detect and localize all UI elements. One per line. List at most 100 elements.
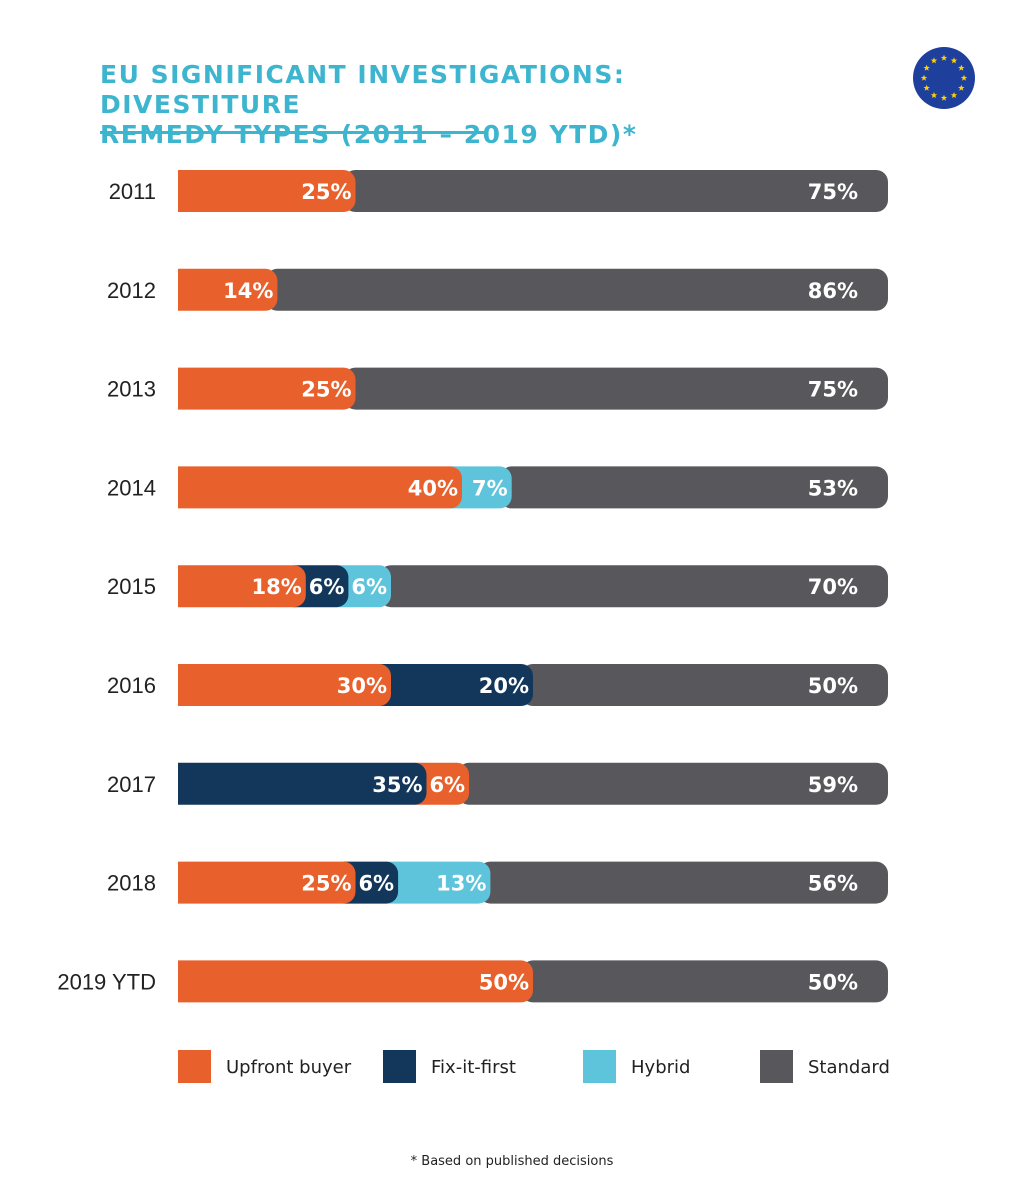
bar-segment-shape [178,762,427,805]
bar-segment-shape [343,861,399,904]
legend-swatch [178,1050,211,1083]
data-label-upfront-buyer: 50% [479,970,529,994]
legend-label: Upfront buyer [226,1057,352,1078]
data-label-fix-it-first: 20% [479,674,529,698]
stacked-bar-chart: 2011 25% 75% 2012 14% 86% 2013 25% 75% 2014 40% 7% 5… [57,170,890,1083]
flag-star [958,84,965,91]
bar-segment-standard [379,565,888,608]
bar-segment-shape [178,664,391,706]
bar-segment-standard [265,268,888,311]
bar-row-2012: 2012 14% 86% [107,268,888,311]
data-label-standard: 70% [808,575,858,599]
bar-segment-upfront-buyer [178,466,462,509]
bar-segment-shape [178,861,356,904]
bar-segment-shape [521,664,888,706]
legend-item-upfront-buyer: Upfront buyer [178,1050,352,1083]
bar-segment-shape [178,170,356,212]
data-label-standard: 50% [808,970,858,994]
bar-row-2016: 2016 30% 20% 50% [107,664,888,706]
data-label-standard: 50% [808,674,858,698]
bar-segment-shape [178,565,306,608]
category-label: 2019 YTD [57,969,156,994]
bar-segment-standard [521,960,888,1003]
bar-segment-shape [521,960,888,1003]
data-label-fix-it-first: 35% [372,773,422,797]
data-label-hybrid: 7% [472,476,508,500]
flag-star [950,57,958,64]
flag-star [940,54,948,61]
legend-label: Standard [808,1057,890,1078]
legend-swatch [583,1050,616,1083]
data-label-upfront-buyer: 14% [223,279,273,303]
bar-row-2011: 2011 25% 75% [109,170,888,212]
flag-star [920,74,928,81]
bar-row-2019-ytd: 2019 YTD 50% 50% [57,960,888,1003]
data-label-hybrid: 6% [351,575,387,599]
bar-row-2017: 2017 35% 6% 59% [107,762,888,805]
bar-segment-shape [336,565,392,608]
bar-segment-shape [379,664,533,706]
bar-segment-hybrid [450,466,512,509]
footnote: * Based on published decisions [410,1154,614,1169]
legend-item-hybrid: Hybrid [583,1050,690,1083]
flag-star [950,91,958,99]
flag-star [923,64,930,71]
category-label: 2018 [107,871,156,896]
data-label-upfront-buyer: 30% [337,674,387,698]
flag-star [930,57,938,64]
data-label-hybrid: 13% [436,872,486,896]
legend-label: Fix-it-first [431,1057,516,1078]
bar-segment-shape [478,861,888,904]
bar-segment-shape [499,466,888,509]
category-label: 2012 [107,278,156,303]
category-label: 2015 [107,574,156,599]
bar-segment-shape [265,268,888,311]
chart-title-line-2: REMEDY TYPES (2011 – 2019 YTD)* [100,120,638,149]
bar-segment-shape [343,170,888,212]
title-underline [100,131,488,134]
bar-segment-standard [478,861,888,904]
bar-segment-standard [521,664,888,706]
bar-segment-fix-it-first [379,664,533,706]
bar-segment-standard [343,367,888,410]
bar-segment-upfront-buyer [178,268,278,311]
flag-star [930,91,938,99]
flag-star [960,74,968,81]
bar-segment-upfront-buyer [178,170,356,212]
data-label-upfront-buyer: 18% [252,575,302,599]
data-label-standard: 53% [808,476,858,500]
bar-segment-fix-it-first [178,762,427,805]
category-label: 2013 [107,377,156,402]
bar-segment-shape [293,565,349,608]
bar-segment-shape [343,367,888,410]
legend-swatch [760,1050,793,1083]
bar-segment-upfront-buyer [178,367,356,410]
data-label-standard: 56% [808,872,858,896]
legend-label: Hybrid [631,1057,690,1078]
data-label-fix-it-first: 6% [358,872,394,896]
bar-segment-hybrid [386,861,491,904]
data-label-standard: 59% [808,773,858,797]
legend-swatch [383,1050,416,1083]
flag-star [958,64,965,71]
bar-row-2015: 2015 18% 6% 6% 70% [107,565,888,608]
bar-segment-upfront-buyer [178,664,391,706]
data-label-standard: 75% [808,180,858,204]
data-label-standard: 75% [808,378,858,402]
bar-segment-upfront-buyer [414,762,470,805]
bar-row-2013: 2013 25% 75% [107,367,888,410]
legend: Upfront buyer Fix-it-first Hybrid Standard [178,1050,890,1083]
chart-title-line-1: EU SIGNIFICANT INVESTIGATIONS: DIVESTITU… [100,60,626,119]
data-label-standard: 86% [808,279,858,303]
data-label-upfront-buyer: 40% [408,476,458,500]
bar-segment-hybrid [336,565,392,608]
category-label: 2016 [107,673,156,698]
bar-segment-shape [178,367,356,410]
bar-segment-standard [457,762,888,805]
category-label: 2014 [107,475,156,500]
bar-segment-upfront-buyer [178,565,306,608]
data-label-fix-it-first: 6% [309,575,345,599]
flag-star [940,94,948,101]
legend-item-fix-it-first: Fix-it-first [383,1050,516,1083]
bar-row-2014: 2014 40% 7% 53% [107,466,888,509]
